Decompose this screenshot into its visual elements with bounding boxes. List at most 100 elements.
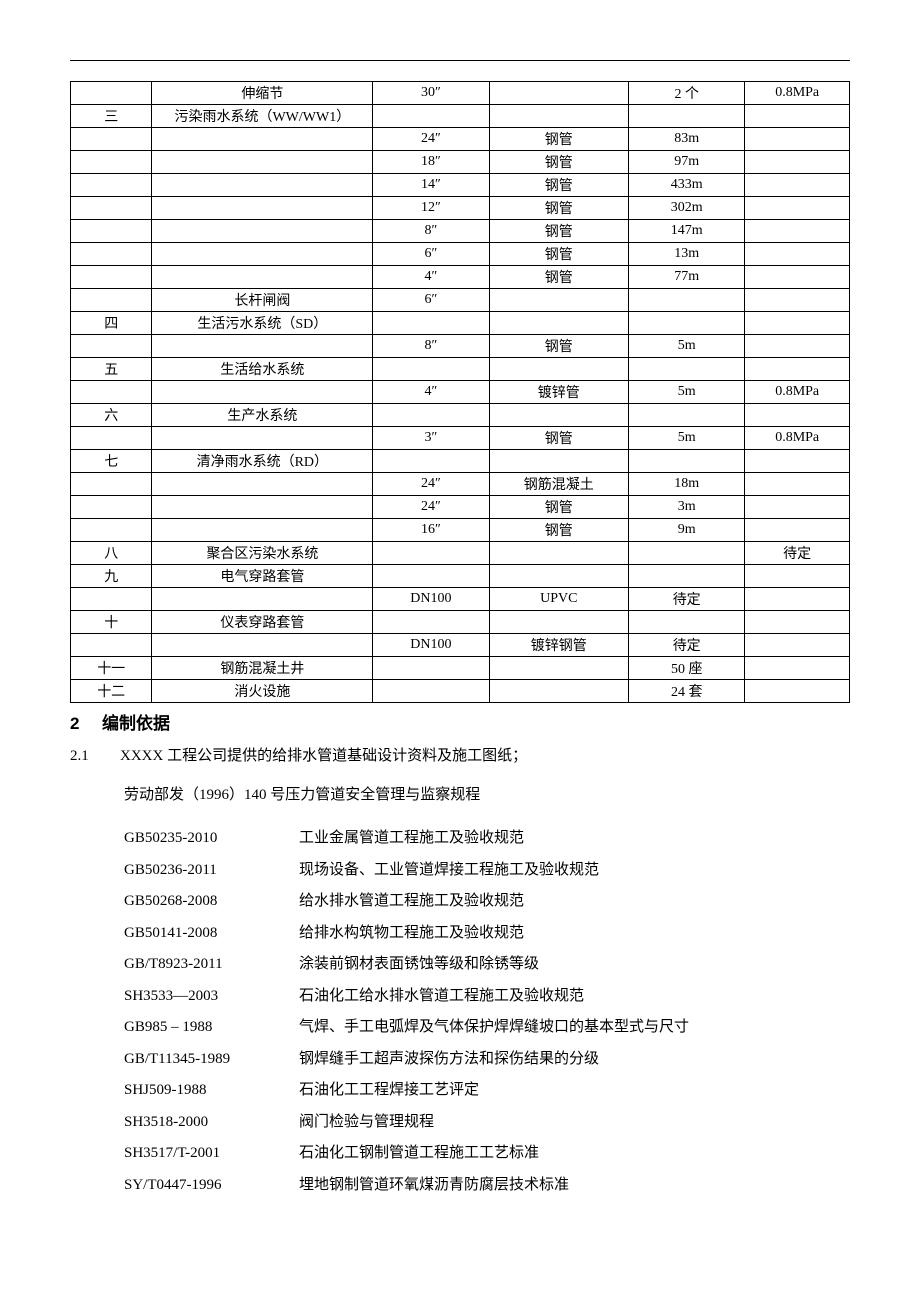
- table-cell: [489, 542, 629, 565]
- table-cell: 0.8MPa: [745, 427, 850, 450]
- table-cell: 钢管: [489, 496, 629, 519]
- table-cell: 4″: [373, 266, 489, 289]
- table-cell: 18m: [629, 473, 745, 496]
- table-cell: 生活给水系统: [152, 358, 373, 381]
- table-cell: 长杆闸阀: [152, 289, 373, 312]
- standard-row: GB50268-2008给水排水管道工程施工及验收规范: [124, 886, 850, 918]
- table-cell: [71, 128, 152, 151]
- table-cell: [629, 404, 745, 427]
- standard-row: SH3518-2000阀门检验与管理规程: [124, 1107, 850, 1139]
- table-row: 八聚合区污染水系统待定: [71, 542, 850, 565]
- standard-code: SY/T0447-1996: [124, 1170, 299, 1202]
- table-row: 六生产水系统: [71, 404, 850, 427]
- table-cell: 97m: [629, 151, 745, 174]
- table-row: 十一钢筋混凝土井50 座: [71, 657, 850, 680]
- table-cell: 消火设施: [152, 680, 373, 703]
- standard-name: 埋地钢制管道环氧煤沥青防腐层技术标准: [299, 1170, 850, 1202]
- standard-row: SY/T0447-1996埋地钢制管道环氧煤沥青防腐层技术标准: [124, 1170, 850, 1202]
- table-cell: [71, 519, 152, 542]
- table-cell: [152, 128, 373, 151]
- table-cell: [71, 151, 152, 174]
- table-cell: [71, 427, 152, 450]
- table-cell: 钢管: [489, 243, 629, 266]
- table-cell: 4″: [373, 381, 489, 404]
- table-cell: 待定: [629, 634, 745, 657]
- standard-name: 石油化工钢制管道工程施工工艺标准: [299, 1138, 850, 1170]
- standard-code: GB/T11345-1989: [124, 1044, 299, 1076]
- table-cell: [71, 266, 152, 289]
- standard-name: 钢焊缝手工超声波探伤方法和探伤结果的分级: [299, 1044, 850, 1076]
- table-cell: [373, 312, 489, 335]
- table-cell: 0.8MPa: [745, 82, 850, 105]
- table-cell: 3″: [373, 427, 489, 450]
- table-cell: 83m: [629, 128, 745, 151]
- table-cell: [373, 680, 489, 703]
- table-cell: [152, 335, 373, 358]
- standard-name: 气焊、手工电弧焊及气体保护焊焊缝坡口的基本型式与尺寸: [299, 1012, 850, 1044]
- table-cell: 四: [71, 312, 152, 335]
- table-cell: [71, 289, 152, 312]
- table-cell: [745, 174, 850, 197]
- table-cell: 302m: [629, 197, 745, 220]
- table-cell: [745, 220, 850, 243]
- table-cell: 钢筋混凝土: [489, 473, 629, 496]
- table-cell: 钢管: [489, 266, 629, 289]
- table-cell: 0.8MPa: [745, 381, 850, 404]
- standard-code: SH3518-2000: [124, 1107, 299, 1139]
- table-row: 伸缩节30″2 个0.8MPa: [71, 82, 850, 105]
- table-row: 四生活污水系统（SD）: [71, 312, 850, 335]
- table-row: 12″钢管302m: [71, 197, 850, 220]
- table-cell: [152, 151, 373, 174]
- table-cell: [745, 680, 850, 703]
- table-cell: 9m: [629, 519, 745, 542]
- table-cell: DN100: [373, 634, 489, 657]
- standard-code: SHJ509-1988: [124, 1075, 299, 1107]
- table-cell: 24″: [373, 128, 489, 151]
- table-cell: 18″: [373, 151, 489, 174]
- table-cell: [152, 588, 373, 611]
- table-row: DN100UPVC待定: [71, 588, 850, 611]
- standard-name: 涂装前钢材表面锈蚀等级和除锈等级: [299, 949, 850, 981]
- table-cell: [745, 634, 850, 657]
- table-cell: 电气穿路套管: [152, 565, 373, 588]
- table-cell: 七: [71, 450, 152, 473]
- table-cell: 2 个: [629, 82, 745, 105]
- table-row: 6″钢管13m: [71, 243, 850, 266]
- table-cell: 十一: [71, 657, 152, 680]
- table-cell: [373, 565, 489, 588]
- table-cell: 生产水系统: [152, 404, 373, 427]
- standard-name: 工业金属管道工程施工及验收规范: [299, 823, 850, 855]
- table-cell: [152, 220, 373, 243]
- table-cell: [71, 174, 152, 197]
- table-row: 16″钢管9m: [71, 519, 850, 542]
- table-cell: 十二: [71, 680, 152, 703]
- table-cell: 14″: [373, 174, 489, 197]
- table-cell: [489, 611, 629, 634]
- table-cell: 十: [71, 611, 152, 634]
- table-cell: [745, 496, 850, 519]
- table-row: 24″钢筋混凝土18m: [71, 473, 850, 496]
- table-cell: [373, 105, 489, 128]
- table-cell: 钢管: [489, 128, 629, 151]
- standard-row: SH3533—2003石油化工给水排水管道工程施工及验收规范: [124, 981, 850, 1013]
- table-cell: [489, 105, 629, 128]
- table-cell: 待定: [745, 542, 850, 565]
- table-cell: 清净雨水系统（RD）: [152, 450, 373, 473]
- table-cell: [745, 243, 850, 266]
- table-cell: 12″: [373, 197, 489, 220]
- standard-name: 给水排水管道工程施工及验收规范: [299, 886, 850, 918]
- standard-row: GB50235-2010工业金属管道工程施工及验收规范: [124, 823, 850, 855]
- standard-code: SH3533—2003: [124, 981, 299, 1013]
- table-cell: [373, 358, 489, 381]
- table-row: 18″钢管97m: [71, 151, 850, 174]
- standard-code: GB50141-2008: [124, 918, 299, 950]
- table-cell: UPVC: [489, 588, 629, 611]
- table-row: 8″钢管147m: [71, 220, 850, 243]
- table-cell: 五: [71, 358, 152, 381]
- table-cell: [152, 496, 373, 519]
- table-cell: 生活污水系统（SD）: [152, 312, 373, 335]
- table-cell: [745, 450, 850, 473]
- table-cell: [71, 243, 152, 266]
- table-cell: 聚合区污染水系统: [152, 542, 373, 565]
- table-cell: 8″: [373, 335, 489, 358]
